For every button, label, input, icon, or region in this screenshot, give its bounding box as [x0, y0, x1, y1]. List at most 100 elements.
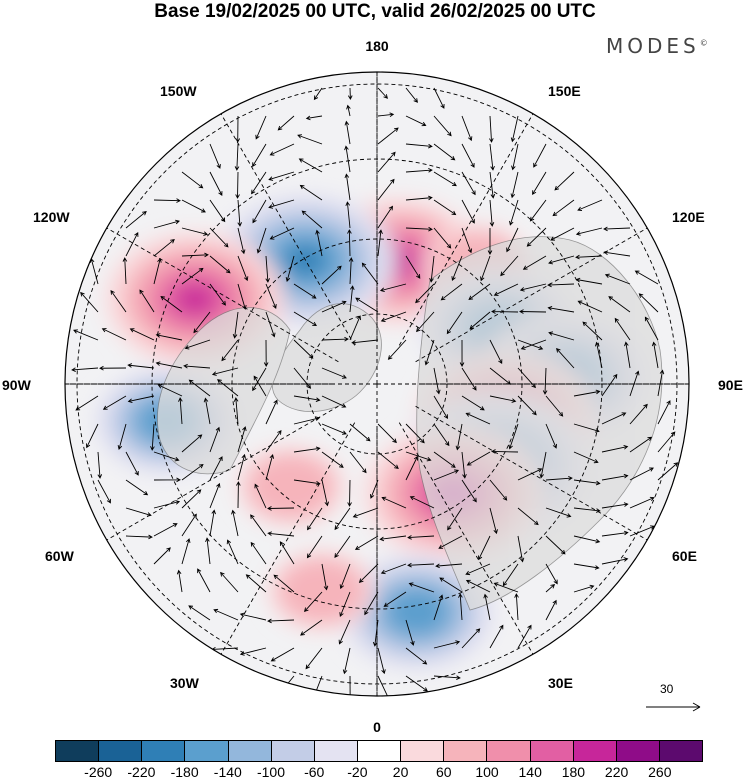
lon-label-south: 0 [373, 719, 381, 735]
wind-arrow [573, 507, 601, 513]
wind-arrow [245, 574, 267, 593]
colorbar-swatch [573, 741, 617, 761]
colorbar-tick-label: 20 [392, 764, 409, 780]
wind-arrow [349, 451, 367, 474]
wind-arrow [181, 252, 209, 258]
wind-arrow [424, 339, 435, 366]
wind-arrow [344, 173, 351, 201]
wind-arrow [321, 367, 347, 379]
wind-arrow [305, 647, 323, 670]
wind-arrow [575, 277, 603, 285]
wind-arrow [355, 297, 379, 313]
wind-arrow [153, 257, 162, 285]
wind-arrow [377, 112, 395, 118]
wind-arrow [239, 612, 267, 621]
wind-arrow [265, 399, 278, 425]
wind-arrow [221, 339, 239, 362]
wind-arrow [153, 547, 171, 565]
wind-arrow [307, 507, 323, 531]
colorbar-tick-label: 260 [648, 764, 672, 780]
wind-arrow [387, 339, 407, 360]
wind-arrow [160, 295, 183, 313]
wind-arrow [517, 507, 539, 526]
wind-arrow [511, 143, 519, 171]
colorbar-swatch [659, 741, 703, 761]
meridian-lines [65, 72, 689, 696]
wind-arrow [461, 227, 473, 254]
wind-arrow [117, 423, 127, 450]
wind-arrow [545, 423, 558, 449]
wind-arrow [321, 336, 349, 342]
wind-arrow [209, 456, 223, 481]
wind-arrow [545, 507, 572, 518]
colorbar-tick-label: 100 [475, 764, 499, 780]
wind-arrow [334, 535, 351, 558]
wind-arrow [608, 296, 631, 313]
wind-arrow [306, 535, 323, 559]
wind-arrow [604, 273, 631, 285]
wind-arrow [220, 571, 239, 593]
wind-arrow [209, 199, 226, 223]
map-border [64, 71, 690, 697]
wind-arrow [268, 171, 295, 181]
wind-arrow [351, 339, 379, 345]
meridian-line [398, 422, 534, 655]
wind-arrow [405, 455, 419, 481]
wind-vectors [71, 87, 679, 696]
wind-arrow [629, 496, 655, 509]
lon-label-30e: 30E [548, 675, 573, 691]
wind-arrow [209, 143, 221, 169]
wind-arrow [433, 87, 445, 109]
wind-arrow [405, 167, 433, 173]
wind-arrow [489, 199, 495, 227]
wind-arrow [657, 400, 671, 425]
wind-arrow [265, 453, 275, 481]
meridian-line [106, 405, 339, 541]
wind-arrow [153, 238, 175, 257]
wind-arrow [233, 397, 239, 425]
wind-arrow [545, 476, 573, 481]
wind-arrow [293, 283, 317, 299]
wind-arrow [377, 87, 388, 99]
wind-arrow [153, 451, 180, 462]
wind-arrow [197, 568, 211, 593]
wind-arrow [232, 311, 239, 339]
wind-arrow [237, 227, 246, 255]
wind-arrow [255, 115, 267, 140]
wind-arrow [491, 449, 519, 454]
wind-arrow [237, 453, 246, 481]
wind-arrow [522, 255, 547, 270]
wind-arrow [510, 115, 519, 143]
wind-arrow [489, 624, 504, 649]
wind-arrow [369, 479, 379, 499]
wind-arrow [594, 341, 603, 369]
meridian-line [220, 113, 356, 346]
wind-arrow [377, 178, 395, 201]
wind-arrow [381, 496, 407, 509]
wind-arrow [377, 451, 399, 470]
wind-arrow [347, 479, 352, 507]
wind-arrow [377, 229, 383, 257]
colorbar-swatch [401, 741, 445, 761]
lon-label-60w: 60W [45, 548, 75, 564]
wind-arrow [480, 255, 491, 282]
north-america-shape [157, 307, 291, 475]
wind-arrow [529, 199, 547, 222]
wind-arrow [407, 562, 435, 568]
wind-arrow [321, 265, 342, 285]
wind-arrow [372, 619, 379, 647]
wind-arrow [153, 523, 178, 537]
wind-arrow [252, 199, 267, 224]
wind-arrow [265, 255, 270, 283]
wind-arrow [313, 87, 323, 101]
wind-arrow [545, 395, 564, 417]
wind-arrow [461, 115, 473, 142]
colorbar-swatch [56, 741, 100, 761]
wind-arrow [517, 624, 532, 649]
wind-arrow [542, 367, 548, 395]
wind-arrow [181, 538, 191, 565]
wind-arrow [461, 395, 485, 411]
wind-arrow [405, 255, 421, 279]
wind-arrow [614, 317, 631, 341]
wind-arrow [491, 309, 519, 314]
